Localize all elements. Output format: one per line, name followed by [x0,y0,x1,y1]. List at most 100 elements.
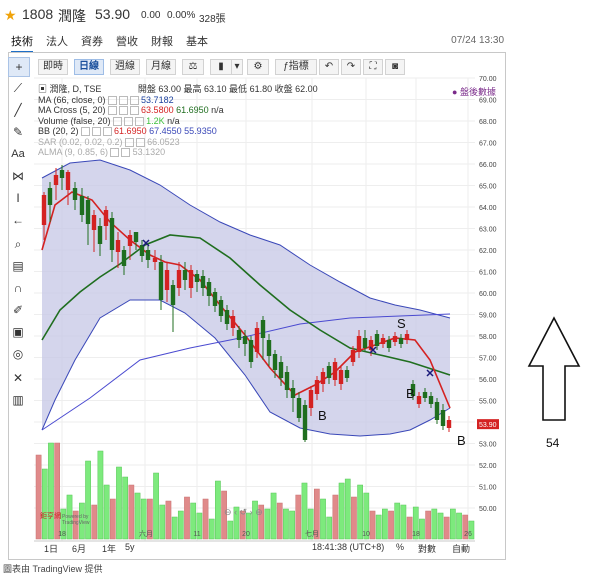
volume-bar [140,498,147,540]
range-6m-button[interactable]: 6月 [72,544,87,554]
candle-body [374,334,380,346]
range-1d-button[interactable]: 1日 [44,544,59,554]
undo-icon[interactable]: ↶ [319,59,339,75]
volume-bar [344,478,351,540]
settings-icon[interactable]: ⚙ [247,59,269,75]
alma-value: 53.1320 [132,147,166,157]
remove-toggle[interactable] [102,127,112,137]
update-timestamp: 07/24 13:30 [451,35,504,46]
step-fwd-icon[interactable]: › [249,507,253,517]
volume-bar [406,516,413,540]
tab-margin[interactable]: 資券 [81,36,103,48]
visibility-toggle[interactable] [110,148,120,158]
percent-scale-button[interactable]: % [396,542,405,552]
candle-body [91,215,97,230]
visibility-toggle[interactable] [107,95,117,105]
interval-weekly-button[interactable]: 週線 [110,59,140,75]
trend-line-icon[interactable]: ⟋ [13,81,23,95]
ray-line-icon[interactable]: ╱ [14,103,22,117]
settings-toggle[interactable] [118,106,128,116]
collapse-icon[interactable]: ▣ [38,84,48,94]
log-scale-button[interactable]: 對數 [418,544,437,554]
tab-revenue[interactable]: 營收 [116,36,138,48]
volume-bar [437,512,444,540]
arrow-back-icon[interactable]: ← [12,213,24,227]
volume-bar [313,488,320,540]
volume-bars [35,442,475,540]
remove-tools-icon[interactable]: ✕ [12,371,24,385]
remove-toggle[interactable] [129,106,139,116]
volume-bar [41,468,48,540]
hide-drawings-icon[interactable]: ◎ [12,347,24,361]
volume-bar [60,508,67,540]
scroll-right-icon[interactable]: ⊕ [255,507,263,517]
trash-icon[interactable]: ▥ [12,393,24,407]
interval-daily-button[interactable]: 日線 [74,59,104,75]
tab-fundamentals[interactable]: 基本 [186,36,208,48]
candle-body [145,250,151,260]
annotation-letter: B [318,408,327,423]
band-upper-line [41,159,451,319]
visibility-toggle[interactable] [112,116,122,126]
style-dropdown-icon[interactable]: ▾ [231,59,243,75]
visibility-toggle[interactable] [80,127,90,137]
volume-bar [116,466,122,540]
y-tick-label: 66.00 [479,162,497,169]
fullscreen-icon[interactable]: ⛶ [363,59,383,75]
visibility-toggle[interactable] [124,137,134,147]
measure-icon[interactable]: ▤ [12,259,24,273]
lock-icon[interactable]: ▣ [12,325,24,339]
y-tick-label: 52.00 [479,463,497,470]
remove-toggle[interactable] [129,95,139,105]
interval-monthly-button[interactable]: 月線 [146,59,176,75]
brush-icon[interactable]: ✎ [12,125,24,139]
stay-drawing-icon[interactable]: ✐ [12,303,24,317]
fibonacci-icon[interactable]: Ι [16,191,20,205]
volume-bar [363,492,370,540]
zoom-icon[interactable]: ⌕ [14,237,22,251]
favorite-star-icon[interactable]: ★ [4,7,17,23]
text-tool-icon[interactable]: Aa [11,148,25,160]
crosshair-icon[interactable]: + [8,57,30,77]
snapshot-icon[interactable]: ◙ [385,59,405,75]
range-5y-button[interactable]: 5y [125,542,135,552]
settings-toggle[interactable] [118,95,128,105]
ma-cross-marker [142,239,150,247]
after-hours-link[interactable]: ● 盤後數據 [452,85,496,98]
up-arrow-icon [527,316,581,421]
redo-icon[interactable]: ↷ [341,59,361,75]
candle-body [446,420,452,428]
volume-bar [134,492,141,540]
auto-scale-button[interactable]: 自動 [452,544,471,554]
range-1y-button[interactable]: 1年 [102,544,117,554]
magnet-icon[interactable]: ∩ [13,281,23,295]
pattern-icon[interactable]: ⋈ [12,169,24,183]
reset-icon[interactable]: ↺ [239,507,248,517]
volume-bar [221,490,227,540]
step-back-icon[interactable]: ‹ [234,507,238,517]
settings-toggle[interactable] [121,148,131,158]
candle-body [278,362,284,378]
settings-toggle[interactable] [135,137,145,147]
indicator-macross: MA Cross (5, 20) 63.5800 61.6950 n/a [38,105,318,116]
settings-toggle[interactable] [91,127,101,137]
volume-label: Volume (false, 20) [38,115,111,126]
remove-toggle[interactable] [134,116,144,126]
volume-bar [443,516,450,540]
candle-body [182,270,188,280]
tab-institutional[interactable]: 法人 [46,36,68,48]
close-value: 62.00 [295,84,318,94]
tab-financials[interactable]: 財報 [151,36,173,48]
bb-upper-value: 67.4550 [149,126,182,136]
candle-body [230,316,236,328]
scroll-left-icon[interactable]: ⊖ [224,507,232,517]
indicators-button[interactable]: ƒ指標 [275,59,317,75]
settings-toggle[interactable] [123,116,133,126]
compare-icon[interactable]: ⚖ [182,59,204,75]
annotation-letter: S [397,316,406,331]
visibility-toggle[interactable] [107,106,117,116]
ma66-value: 53.7182 [141,94,174,105]
candle-body [368,340,374,350]
interval-intraday-button[interactable]: 即時 [38,59,68,75]
